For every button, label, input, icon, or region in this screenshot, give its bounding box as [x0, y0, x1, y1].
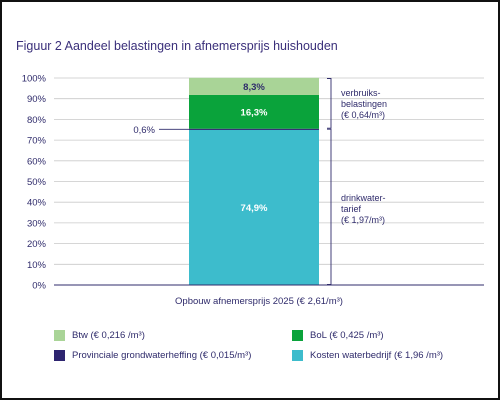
- annotation-text: tarief: [341, 204, 362, 214]
- bar-segment-provinciale: [189, 128, 319, 130]
- data-label-kosten: 74,9%: [241, 203, 268, 214]
- bar-segment-kosten: [189, 129, 319, 285]
- y-tick-label: 70%: [27, 136, 47, 147]
- annotation-text: verbruiks-: [341, 88, 381, 98]
- data-label-btw: 8,3%: [243, 82, 265, 93]
- chart-title: Figuur 2 Aandeel belastingen in afnemers…: [16, 39, 338, 53]
- bar-segment-bol: [189, 94, 319, 129]
- y-tick-label: 20%: [27, 239, 47, 250]
- y-tick-label: 100%: [22, 74, 47, 85]
- annotation-text: (€ 1,97/m³): [341, 215, 385, 225]
- y-tick-label: 50%: [27, 177, 47, 188]
- y-tick-label: 80%: [27, 115, 47, 126]
- segment-labels: 74,9% 0,6% 16,3% 8,3%: [133, 82, 268, 214]
- annotation-text: drinkwater-: [341, 193, 386, 203]
- y-axis-ticks: 0% 10% 20% 30% 40% 50% 60% 70% 80% 90% 100%: [22, 74, 47, 292]
- bracket-annotations: verbruiks-belastingen(€ 0,64/m³) drinkwat…: [327, 78, 387, 285]
- bar-segment-btw: [189, 77, 319, 95]
- bracket-1: [327, 128, 332, 285]
- y-tick-label: 0%: [32, 281, 46, 292]
- annotation-text: (€ 0,64/m³): [341, 110, 385, 120]
- y-tick-label: 10%: [27, 260, 47, 271]
- data-label-provinciale: 0,6%: [133, 125, 155, 136]
- y-tick-label: 30%: [27, 218, 47, 229]
- data-label-bol: 16,3%: [241, 107, 268, 118]
- x-axis-label: Opbouw afnemersprijs 2025 (€ 2,61/m³): [175, 296, 343, 307]
- annotation-text: belastingen: [341, 99, 387, 109]
- bar-segments: [189, 77, 319, 285]
- y-tick-label: 40%: [27, 198, 47, 209]
- y-tick-label: 90%: [27, 94, 47, 105]
- bracket-0: [327, 78, 332, 129]
- y-tick-label: 60%: [27, 156, 47, 167]
